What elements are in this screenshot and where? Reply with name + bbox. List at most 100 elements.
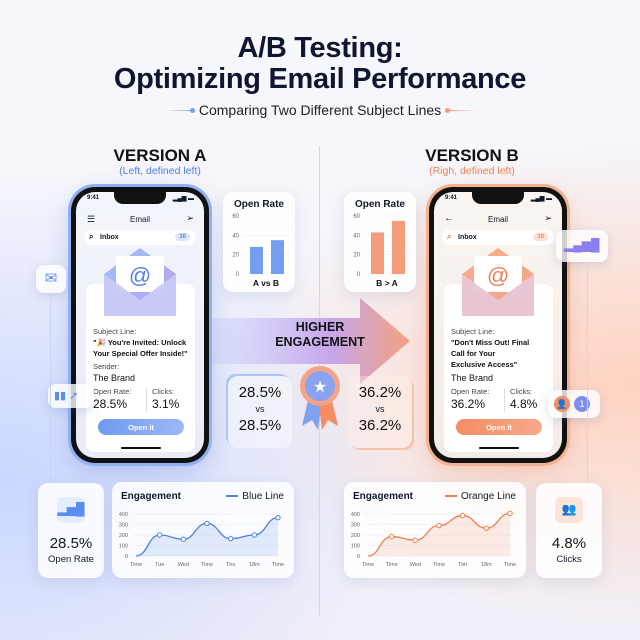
data-point [227, 535, 234, 542]
clicks-value: 4.8% [510, 397, 538, 411]
x-tick-label: Time [362, 562, 374, 568]
bar-chart-icon: ▂▅█ [57, 497, 85, 523]
x-tick-label: Time [201, 562, 213, 568]
menu-icon[interactable]: ☰ [87, 214, 96, 224]
clicks-label: Clicks: [152, 387, 175, 396]
open-rate-label: Open Rate: [451, 387, 490, 396]
sender-value: The Brand [451, 373, 494, 383]
data-point [436, 522, 442, 529]
back-arrow-icon[interactable]: ← [444, 213, 454, 224]
inbox-count-badge: 10 [175, 233, 190, 241]
search-icon: ⌕ [447, 232, 452, 241]
version-a-label: VERSION A [113, 146, 207, 165]
title-line2: Optimizing Email Performance [113, 63, 527, 95]
subject-line: Your Special Offer Inside!" [93, 349, 188, 358]
chart-title: Engagement [353, 491, 414, 502]
users-icon: 👥 [555, 497, 583, 523]
signal-icon: ▂▄▆ ▬ [172, 196, 194, 202]
y-tick-label: 0 [125, 554, 128, 560]
higher-engagement-arrow [210, 298, 410, 384]
subject-label: Subject Line: [451, 327, 495, 336]
home-indicator [479, 447, 519, 449]
data-point [204, 520, 210, 527]
y-tick-label: 300 [119, 523, 128, 529]
clicks-label: Clicks: [510, 387, 533, 396]
open-rate-chart-a: Open Rate 0 20 40 60 A vs B [223, 192, 295, 292]
status-time: 9:41 [87, 195, 100, 201]
version-a-sublabel: (Left, defined left) [119, 165, 201, 177]
x-axis-label: B > A [376, 278, 398, 288]
x-tick-label: 18m [249, 562, 260, 568]
data-point [275, 514, 281, 521]
mail-icon: ✉ [36, 265, 66, 293]
subtitle: Comparing Two Different Subject Lines [198, 102, 442, 118]
inbox-count-badge: 10 [533, 233, 548, 241]
sender-label: Sender: [93, 362, 120, 371]
x-tick-label: Time [272, 562, 284, 568]
version-b-label: VERSION B [425, 146, 519, 165]
svg-text:@: @ [487, 263, 509, 288]
data-point [180, 536, 187, 542]
award-ribbon-icon: ★ [300, 366, 340, 430]
engagement-chart-a: Engagement Blue Line 0 100 200 300 400 Time Tu… [112, 482, 294, 578]
y-tick-label: 300 [351, 523, 360, 529]
subject-line: "Don't Miss Out! Final [451, 338, 530, 347]
y-tick-label: 40 [353, 233, 360, 239]
analytics-share-icon: ▮▮ ➚ [48, 384, 94, 408]
y-tick-label: 0 [357, 554, 360, 560]
user-notification-badge: 👤 1 [548, 390, 600, 418]
send-icon[interactable]: ➢ [544, 213, 552, 223]
subject-line: "🎉 You're Invited: Unlock [93, 338, 187, 347]
status-time: 9:41 [445, 195, 458, 201]
y-tick-label: 60 [353, 214, 360, 220]
bar-chart-icon: ▂▄▆█ [556, 230, 608, 262]
x-tick-label: Time [130, 562, 142, 568]
subject-line: Exclusive Access" [451, 360, 518, 369]
engagement-chart-b: Engagement Orange Line 0 100 200 300 400 Time… [344, 482, 526, 578]
open-rate-chart-b: Open Rate 0 20 40 60 B > A [344, 192, 416, 292]
y-tick-label: 400 [119, 512, 128, 518]
bar [271, 240, 284, 274]
svg-text:★: ★ [313, 379, 327, 396]
x-tick-label: Wed [410, 562, 421, 568]
chart-title: Engagement [121, 491, 182, 502]
email-header: Email [129, 215, 150, 224]
search-icon: ⌕ [89, 232, 94, 241]
open-it-button[interactable]: Open it [98, 419, 184, 435]
y-tick-label: 0 [357, 272, 361, 278]
search-inbox-input[interactable]: ⌕ Inbox 10 [442, 230, 554, 245]
y-tick-label: 60 [232, 214, 239, 220]
chart-title: Open Rate [233, 199, 284, 210]
open-it-button[interactable]: Open it [456, 419, 542, 435]
x-tick-label: Thu [226, 562, 235, 568]
search-inbox-input[interactable]: ⌕ Inbox 10 [84, 230, 196, 245]
version-b-sublabel: (Righ, defined left) [429, 165, 515, 177]
open-rate-summary-card: ▂▅█ 28.5% Open Rate [38, 483, 104, 578]
subject-line: Call for Your [451, 349, 496, 358]
y-tick-label: 20 [353, 253, 360, 259]
chart-legend: Orange Line [444, 491, 516, 502]
comparison-stat-a: 28.5% vs 28.5% [228, 376, 292, 448]
subject-label: Subject Line: [93, 327, 137, 336]
title-line1: A/B Testing: [237, 32, 403, 64]
signal-icon: ▂▄▆ ▬ [530, 196, 552, 202]
envelope-at-icon: @ [462, 248, 534, 316]
subtitle-dot-right [445, 108, 450, 113]
comparison-stat-b: 36.2% vs 36.2% [348, 376, 412, 448]
data-point [507, 510, 513, 517]
subtitle-decor-right [448, 110, 478, 111]
sender-value: The Brand [93, 373, 136, 383]
y-tick-label: 400 [351, 512, 360, 518]
x-tick-label: Wed [178, 562, 189, 568]
y-tick-label: 0 [236, 272, 240, 278]
open-rate-value: 36.2% [451, 397, 486, 411]
send-icon[interactable]: ➢ [186, 213, 194, 223]
subtitle-dot-left [190, 108, 195, 113]
data-point [483, 525, 490, 531]
higher-engagement-text: HIGHER ENGAGEMENT [275, 320, 365, 349]
y-tick-label: 100 [119, 544, 128, 550]
bar [371, 232, 384, 274]
clicks-summary-card: 👥 4.8% Clicks [536, 483, 602, 578]
subtitle-decor-left [165, 110, 195, 111]
y-tick-label: 20 [232, 253, 239, 259]
